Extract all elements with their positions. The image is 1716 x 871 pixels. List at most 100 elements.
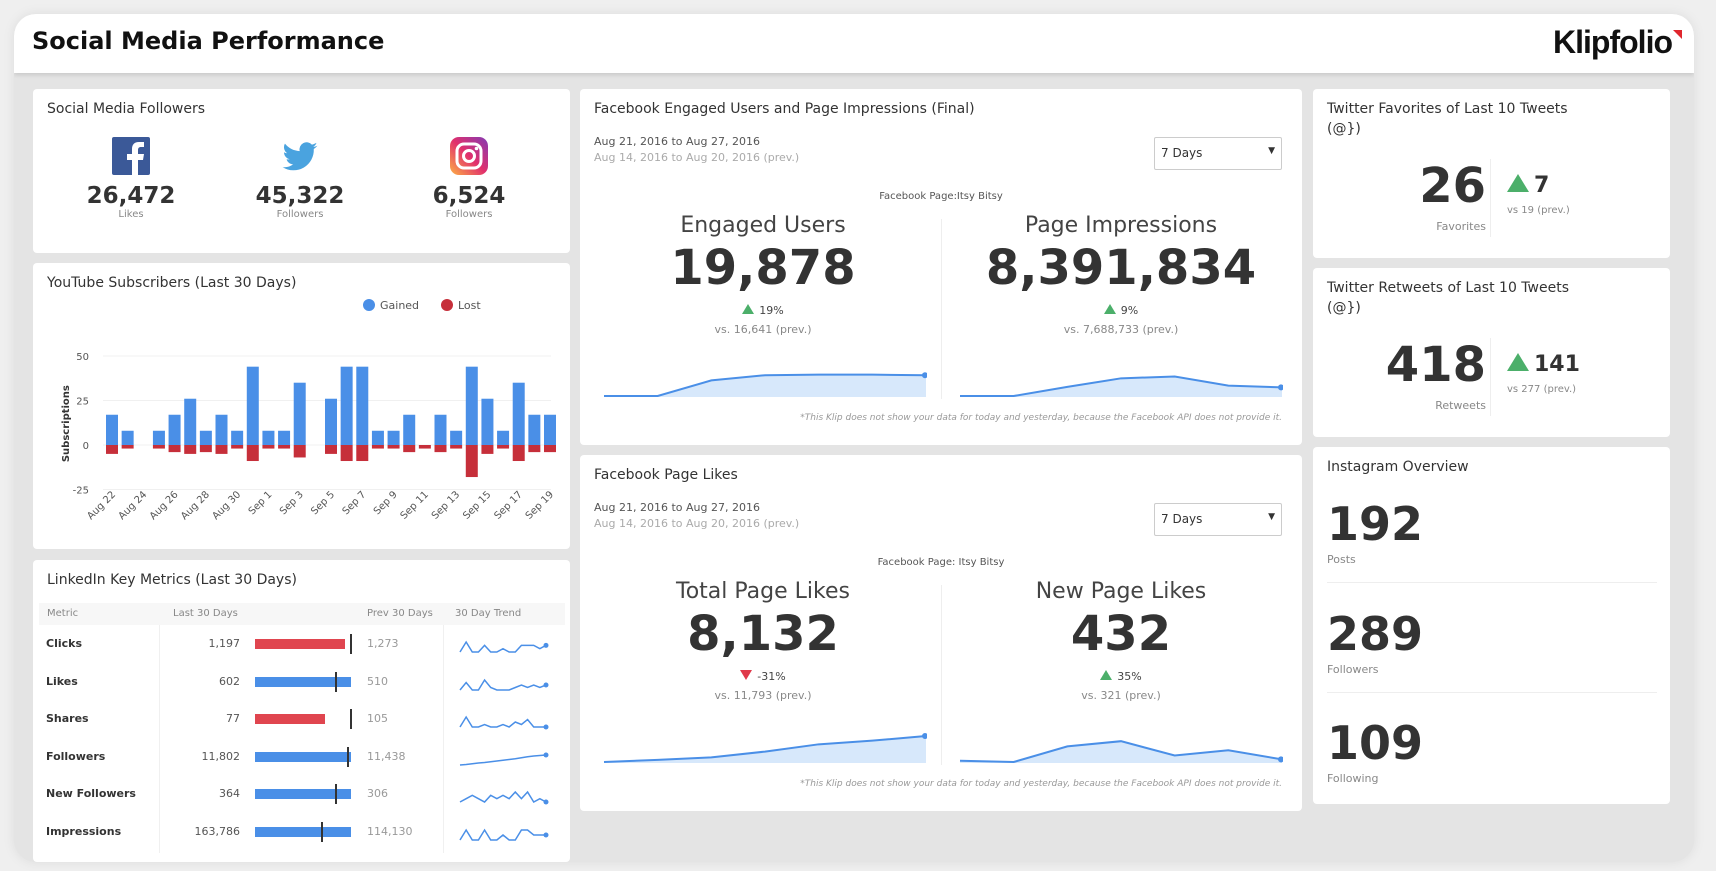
bar-gained[interactable] — [325, 398, 337, 445]
bar-lost[interactable] — [481, 445, 494, 454]
bar-gained[interactable] — [528, 414, 541, 445]
bar-gained[interactable] — [481, 398, 494, 445]
trend-line — [459, 715, 546, 728]
bar-gained[interactable] — [246, 366, 259, 445]
bar-gained[interactable] — [121, 430, 134, 445]
bar-lost[interactable] — [465, 445, 478, 478]
metric-label: Total Page Likes — [676, 579, 850, 604]
bar-gained[interactable] — [199, 430, 212, 445]
bar-lost[interactable] — [450, 445, 463, 449]
x-tick-label: Aug 26 — [148, 489, 181, 522]
bar-lost[interactable] — [184, 445, 197, 454]
bar-gained[interactable] — [215, 414, 228, 445]
bar-lost[interactable] — [387, 445, 400, 449]
bar-lost[interactable] — [152, 445, 165, 449]
bar-lost[interactable] — [371, 445, 384, 449]
change-value: 141 — [1534, 352, 1580, 377]
x-tick-label: Aug 30 — [210, 489, 243, 522]
panel-title: Twitter Favorites of Last 10 Tweets (@}) — [1327, 101, 1568, 137]
bar-lost[interactable] — [325, 445, 337, 454]
bar-gained[interactable] — [403, 414, 416, 445]
legend-label[interactable]: Gained — [380, 299, 419, 312]
last-30-value: 11,802 — [201, 749, 241, 763]
trend-endpoint — [543, 724, 549, 730]
bar-gained[interactable] — [371, 430, 384, 445]
bar-gained[interactable] — [434, 414, 447, 445]
bar-lost[interactable] — [403, 445, 416, 453]
bar-lost[interactable] — [512, 445, 525, 462]
header: Social Media Performance Klipfolio — [14, 14, 1694, 73]
bar-gained[interactable] — [231, 430, 244, 445]
bar-gained[interactable] — [450, 430, 463, 445]
metric-change: 19% — [602, 304, 924, 317]
col-last-30: Last 30 Days — [173, 608, 238, 619]
twitter-retweets-panel: Twitter Retweets of Last 10 Tweets (@}) … — [1313, 268, 1670, 437]
posts-label: Posts — [1327, 553, 1356, 566]
sparkline — [604, 372, 927, 397]
bar-gained[interactable] — [293, 382, 306, 445]
prev-30-value: 510 — [367, 674, 388, 688]
sparkline-line — [960, 375, 1283, 397]
last-30-value: 602 — [219, 674, 240, 688]
trend-sparkline — [459, 828, 549, 841]
bar-gained[interactable] — [152, 430, 165, 445]
bar-lost[interactable] — [231, 445, 244, 449]
bar-gained[interactable] — [106, 414, 118, 445]
prev-date-range: Aug 14, 2016 to Aug 20, 2016 (prev.) — [594, 517, 800, 530]
panel-title: Twitter Retweets of Last 10 Tweets (@}) — [1327, 280, 1569, 316]
prev-marker — [335, 671, 338, 692]
y-tick-label: 50 — [76, 352, 89, 363]
prev-marker — [350, 709, 352, 729]
bar-gained[interactable] — [356, 366, 369, 445]
retweets-change: 141 — [1507, 352, 1580, 377]
last-30-value: 163,786 — [194, 824, 241, 838]
bar-lost[interactable] — [434, 445, 447, 453]
bar-lost[interactable] — [106, 445, 118, 454]
period-select[interactable]: 7 Days ▼ — [1154, 137, 1282, 170]
bar-gained[interactable] — [168, 414, 181, 445]
bar-lost[interactable] — [121, 445, 134, 449]
prev-30-value: 114,130 — [367, 824, 413, 838]
legend-label[interactable]: Lost — [458, 299, 481, 312]
divider — [1490, 338, 1491, 416]
panel-title: Facebook Engaged Users and Page Impressi… — [594, 101, 975, 117]
bar-gained[interactable] — [465, 366, 478, 445]
bar-gained[interactable] — [387, 430, 400, 445]
bar-lost[interactable] — [497, 445, 510, 449]
sparkline-endpoint — [1278, 756, 1283, 763]
table-row: Shares 77 105 — [33, 700, 570, 738]
bar-lost[interactable] — [356, 445, 369, 462]
bar-lost[interactable] — [278, 445, 291, 449]
bar-gained[interactable] — [497, 430, 510, 445]
period-select[interactable]: 7 Days ▼ — [1154, 503, 1282, 536]
instagram-stat: 6,524 Followers — [419, 137, 519, 220]
metric-name: Shares — [46, 712, 89, 725]
metric-label: New Page Likes — [1035, 579, 1207, 604]
bar-gained[interactable] — [340, 366, 353, 445]
twitter-followers-value: 45,322 — [255, 183, 345, 209]
bar-lost[interactable] — [262, 445, 275, 449]
divider — [941, 219, 942, 399]
bar-lost[interactable] — [544, 445, 556, 453]
legend-marker — [363, 299, 375, 311]
metric-prev: vs. 11,793 (prev.) — [714, 689, 812, 702]
panel-title: YouTube Subscribers (Last 30 Days) — [47, 275, 297, 291]
bar-lost[interactable] — [528, 445, 541, 453]
bar-gained[interactable] — [544, 414, 556, 445]
trend-endpoint — [543, 799, 549, 805]
klipfolio-logo[interactable]: Klipfolio — [1553, 24, 1682, 61]
bar-lost[interactable] — [215, 445, 228, 454]
bar-gained[interactable] — [184, 398, 197, 445]
bar-lost[interactable] — [246, 445, 259, 462]
bar-gained[interactable] — [512, 382, 525, 445]
bar-gained[interactable] — [262, 430, 275, 445]
bar-lost[interactable] — [199, 445, 212, 453]
bar-lost[interactable] — [418, 445, 431, 449]
bar-lost[interactable] — [340, 445, 353, 462]
instagram-icon — [450, 137, 488, 175]
prev-30-value: 105 — [367, 712, 388, 725]
bullet-bar — [255, 789, 351, 799]
bar-gained[interactable] — [278, 430, 291, 445]
bar-lost[interactable] — [293, 445, 306, 458]
bar-lost[interactable] — [168, 445, 181, 453]
